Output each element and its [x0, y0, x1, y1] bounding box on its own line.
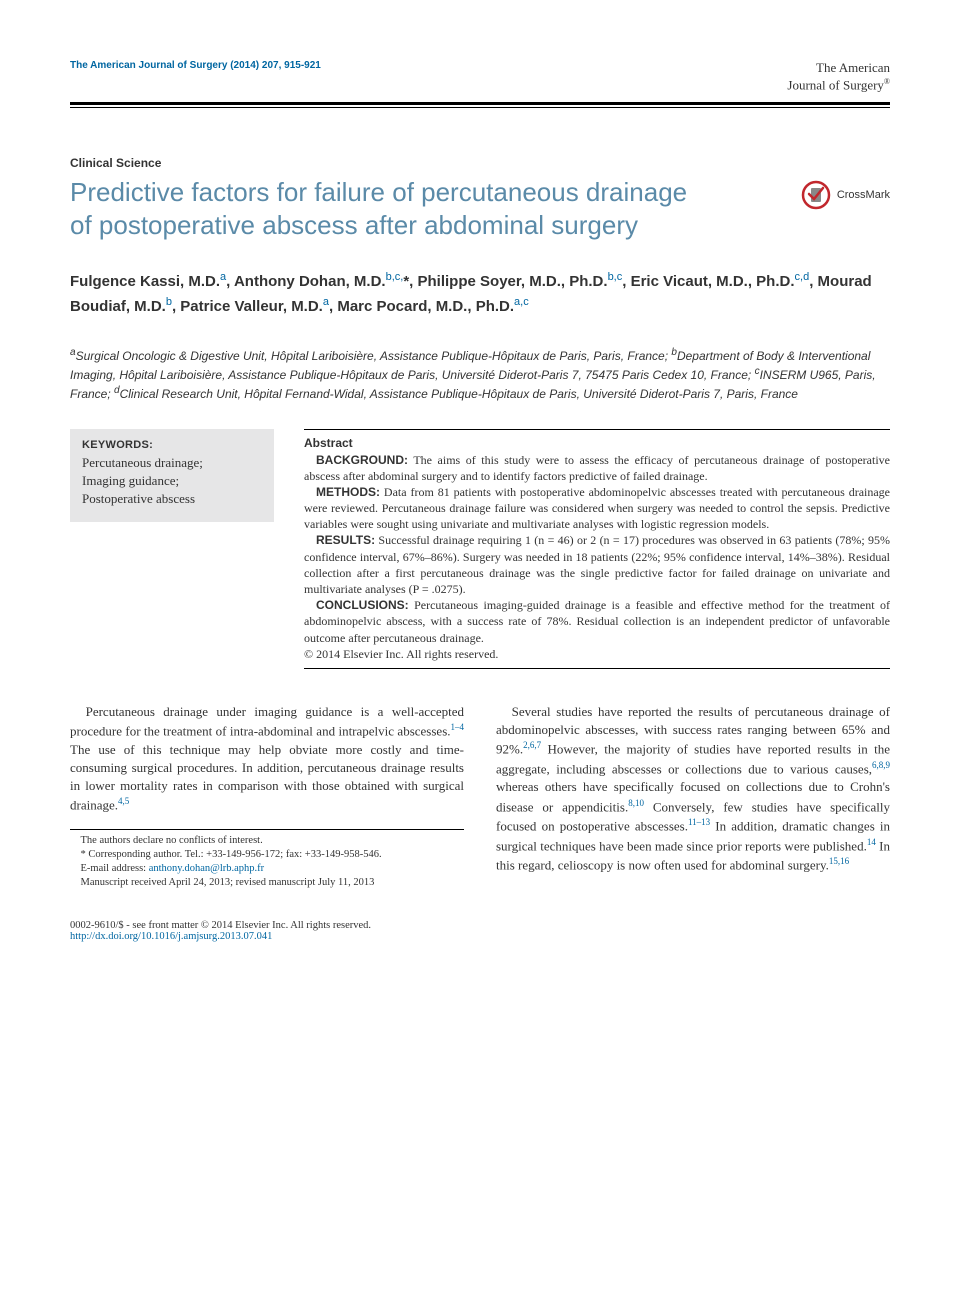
abstract-column: Abstract BACKGROUND: The aims of this st…	[304, 429, 890, 675]
body-left-para: Percutaneous drainage under imaging guid…	[70, 703, 464, 815]
body-columns: Percutaneous drainage under imaging guid…	[70, 703, 890, 890]
crossmark-badge[interactable]: CrossMark	[801, 180, 890, 210]
abstract-top-rule	[304, 429, 890, 430]
body-right-column: Several studies have reported the result…	[496, 703, 890, 890]
journal-citation: The American Journal of Surgery (2014) 2…	[70, 60, 321, 71]
footnote-conflict: The authors declare no conflicts of inte…	[70, 834, 464, 848]
keywords-column: KEYWORDS: Percutaneous drainage; Imaging…	[70, 429, 274, 675]
footnote-email: E-mail address: anthony.dohan@lrb.aphp.f…	[70, 862, 464, 876]
crossmark-label: CrossMark	[837, 189, 890, 201]
abstract-conclusions: CONCLUSIONS: Percutaneous imaging-guided…	[304, 597, 890, 646]
footnote-corresponding: * Corresponding author. Tel.: +33-149-95…	[70, 848, 464, 862]
crossmark-icon	[801, 180, 831, 210]
brand-line1: The American	[816, 60, 890, 75]
abstract-bottom-rule	[304, 668, 890, 669]
abstract-background: BACKGROUND: The aims of this study were …	[304, 452, 890, 484]
top-rule-thin	[70, 107, 890, 108]
footnotes-block: The authors declare no conflicts of inte…	[70, 829, 464, 891]
abstract-copyright: © 2014 Elsevier Inc. All rights reserved…	[304, 646, 890, 662]
journal-brand: The American Journal of Surgery®	[787, 60, 890, 94]
keywords-title: KEYWORDS:	[82, 439, 262, 451]
footnote-manuscript: Manuscript received April 24, 2013; revi…	[70, 876, 464, 890]
authors-block: Fulgence Kassi, M.D.a, Anthony Dohan, M.…	[70, 269, 890, 318]
doi-link[interactable]: http://dx.doi.org/10.1016/j.amjsurg.2013…	[70, 931, 272, 942]
section-label: Clinical Science	[70, 156, 890, 170]
abstract-results: RESULTS: Successful drainage requiring 1…	[304, 532, 890, 597]
abstract-methods: METHODS: Data from 81 patients with post…	[304, 484, 890, 533]
email-link[interactable]: anthony.dohan@lrb.aphp.fr	[149, 863, 264, 874]
title-row: Predictive factors for failure of percut…	[70, 176, 890, 241]
keywords-box: KEYWORDS: Percutaneous drainage; Imaging…	[70, 429, 274, 523]
copyright-footer: 0002-9610/$ - see front matter © 2014 El…	[70, 920, 890, 942]
copyright-line: 0002-9610/$ - see front matter © 2014 El…	[70, 920, 890, 931]
keyword-item: Percutaneous drainage;	[82, 454, 262, 472]
keyword-item: Imaging guidance;	[82, 472, 262, 490]
body-left-column: Percutaneous drainage under imaging guid…	[70, 703, 464, 890]
abstract-heading: Abstract	[304, 436, 890, 450]
keyword-item: Postoperative abscess	[82, 490, 262, 508]
article-title: Predictive factors for failure of percut…	[70, 176, 700, 241]
brand-line2: Journal of Surgery	[787, 77, 884, 92]
body-right-para: Several studies have reported the result…	[496, 703, 890, 875]
keywords-abstract-row: KEYWORDS: Percutaneous drainage; Imaging…	[70, 429, 890, 675]
page-header: The American Journal of Surgery (2014) 2…	[70, 60, 890, 94]
affiliations-block: aSurgical Oncologic & Digestive Unit, Hô…	[70, 346, 890, 402]
